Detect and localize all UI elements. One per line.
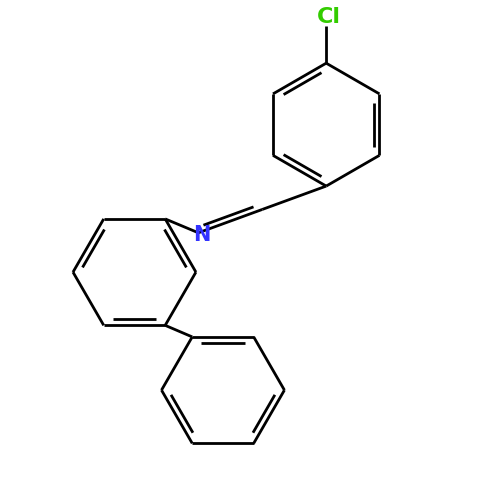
Text: N: N: [194, 225, 211, 245]
Text: Cl: Cl: [316, 8, 340, 28]
